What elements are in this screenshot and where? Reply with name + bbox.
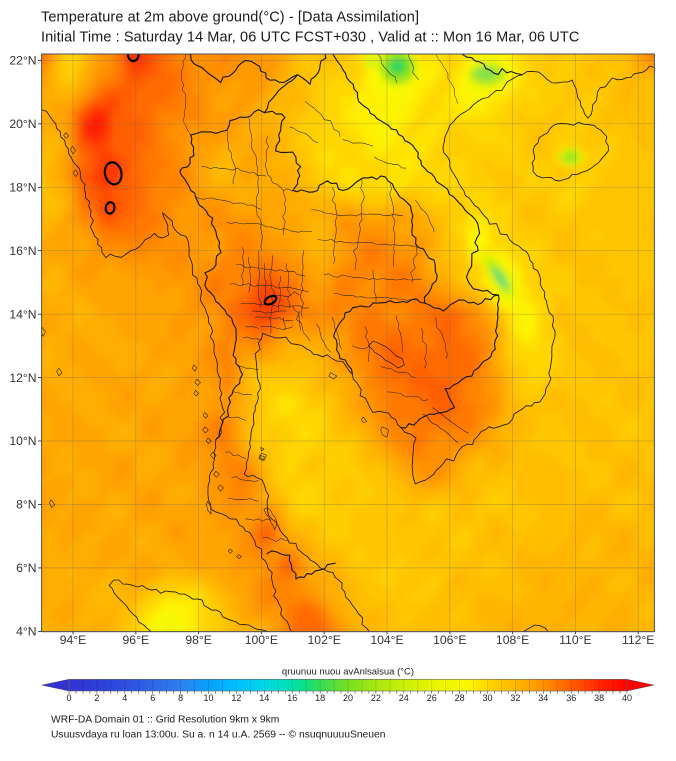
svg-text:12°N: 12°N (9, 371, 36, 385)
svg-text:2: 2 (94, 693, 99, 703)
svg-text:94°E: 94°E (60, 633, 87, 647)
svg-text:20: 20 (343, 693, 353, 703)
svg-text:18°N: 18°N (9, 181, 36, 195)
svg-text:Initial Time : Saturday 14 Mar: Initial Time : Saturday 14 Mar, 06 UTC F… (41, 30, 579, 46)
svg-text:6: 6 (150, 693, 155, 703)
svg-text:WRF-DA Domain 01 :: Grid Resol: WRF-DA Domain 01 :: Grid Resolution 9km … (51, 715, 279, 726)
svg-text:20°N: 20°N (9, 117, 36, 131)
svg-text:qruunuu nuou avAnlsalsua (°C): qruunuu nuou avAnlsalsua (°C) (282, 667, 414, 678)
svg-text:8: 8 (178, 693, 183, 703)
svg-text:96°E: 96°E (123, 633, 150, 647)
svg-text:36: 36 (566, 693, 576, 703)
svg-text:10: 10 (203, 693, 213, 703)
svg-text:100°E: 100°E (245, 633, 278, 647)
svg-text:38: 38 (594, 693, 604, 703)
svg-text:4: 4 (122, 693, 127, 703)
svg-text:112°E: 112°E (622, 633, 654, 647)
svg-text:Usuusvdaya ru loan 13:00u. Su: Usuusvdaya ru loan 13:00u. Su a. n 14 u.… (51, 730, 386, 741)
svg-text:24: 24 (399, 693, 409, 703)
svg-text:8°N: 8°N (16, 498, 36, 512)
svg-text:26: 26 (427, 693, 437, 703)
svg-text:102°E: 102°E (308, 633, 341, 647)
svg-text:14: 14 (259, 693, 269, 703)
svg-text:14°N: 14°N (9, 307, 36, 321)
svg-text:32: 32 (510, 693, 520, 703)
svg-text:18: 18 (315, 693, 325, 703)
svg-text:0: 0 (66, 693, 71, 703)
svg-text:4°N: 4°N (16, 625, 36, 639)
svg-text:30: 30 (482, 693, 492, 703)
svg-text:Temperature at 2m above ground: Temperature at 2m above ground(°C) - [Da… (41, 10, 419, 26)
svg-text:106°E: 106°E (433, 633, 466, 647)
svg-text:10°N: 10°N (9, 434, 36, 448)
svg-text:28: 28 (455, 693, 465, 703)
svg-text:40: 40 (622, 693, 632, 703)
svg-text:108°E: 108°E (496, 633, 529, 647)
svg-text:34: 34 (538, 693, 548, 703)
svg-text:6°N: 6°N (16, 561, 36, 575)
svg-text:104°E: 104°E (370, 633, 403, 647)
svg-text:16: 16 (287, 693, 297, 703)
svg-text:16°N: 16°N (9, 244, 36, 258)
svg-text:98°E: 98°E (185, 633, 212, 647)
svg-text:110°E: 110°E (559, 633, 591, 647)
svg-text:12: 12 (231, 693, 241, 703)
svg-text:22°N: 22°N (9, 54, 36, 68)
svg-text:22: 22 (371, 693, 381, 703)
